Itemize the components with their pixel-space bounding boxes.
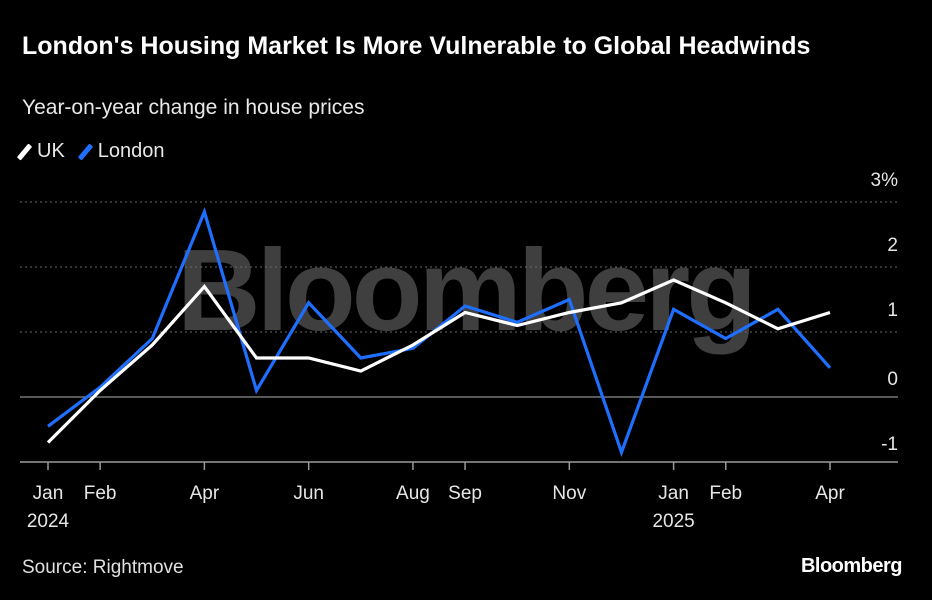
legend-item-uk: UK: [16, 140, 65, 163]
x-tick-label: Apr: [190, 483, 220, 504]
y-tick-label: 1: [887, 300, 898, 321]
chart-title: London's Housing Market Is More Vulnerab…: [22, 32, 811, 60]
x-tick-label: Feb: [84, 483, 117, 504]
x-axis: Jan 2024 Feb Apr Jun Aug Sep Nov Jan 2025 Feb Apr: [27, 462, 845, 532]
x-tick-label: Aug: [396, 483, 430, 504]
y-tick-label: 3%: [871, 170, 899, 191]
x-tick-label: Jun: [293, 483, 324, 504]
y-tick-label: 2: [887, 235, 898, 256]
legend: UK London: [16, 140, 183, 163]
gridlines: [20, 201, 898, 463]
x-tick-year-label: 2025: [652, 511, 694, 532]
bloomberg-logo: Bloomberg: [800, 555, 903, 577]
x-tick-label: Jan: [33, 483, 64, 504]
bloomberg-watermark: Bloomberg: [177, 225, 753, 355]
y-tick-label: 0: [887, 369, 898, 390]
y-tick-label: -1: [881, 434, 898, 455]
legend-label-uk: UK: [37, 140, 65, 162]
series-line-uk: [46, 278, 831, 444]
legend-item-london: London: [77, 140, 165, 163]
x-tick-label: Nov: [552, 483, 586, 504]
x-tick-label: Feb: [709, 483, 742, 504]
legend-label-london: London: [97, 140, 165, 162]
source-note: Source: Rightmove: [22, 557, 184, 578]
x-tick-label: Sep: [448, 483, 482, 504]
series-group: [46, 206, 832, 458]
x-tick-label: Jan: [658, 483, 689, 504]
chart-subtitle: Year-on-year change in house prices: [22, 96, 365, 119]
y-axis: 3% 2 1 0 -1: [871, 170, 899, 455]
x-tick-year-label: 2024: [27, 511, 70, 532]
x-tick-label: Apr: [815, 483, 845, 504]
